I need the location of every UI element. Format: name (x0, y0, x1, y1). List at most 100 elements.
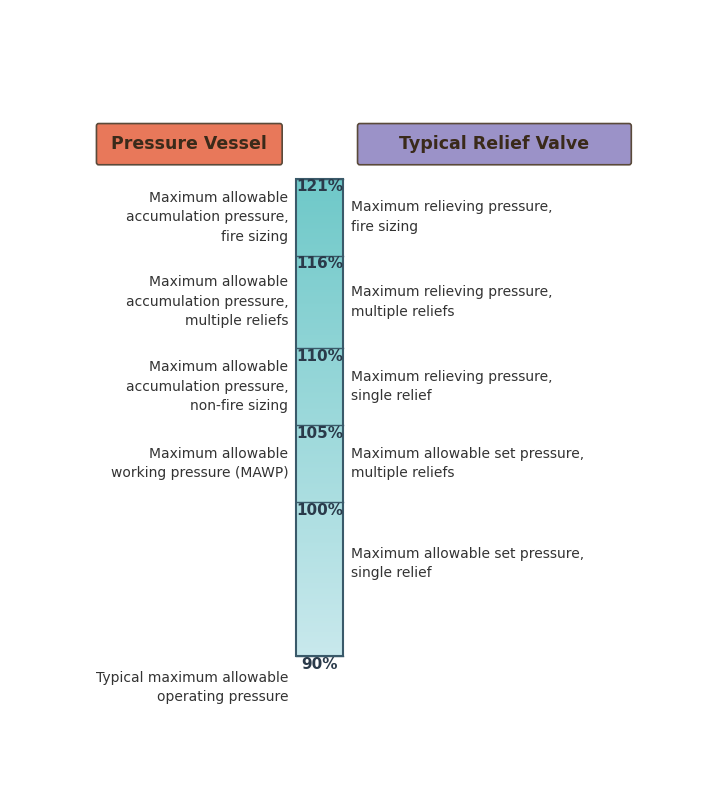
Bar (297, 368, 343, 370)
Bar (297, 220, 343, 221)
Bar (297, 380, 343, 382)
Bar (297, 304, 343, 306)
Bar (297, 599, 343, 600)
Bar (297, 551, 343, 553)
Bar (297, 225, 343, 226)
FancyBboxPatch shape (97, 123, 282, 165)
Bar (297, 560, 343, 562)
Bar (297, 408, 343, 410)
Bar (297, 376, 343, 378)
Text: Typical maximum allowable
operating pressure: Typical maximum allowable operating pres… (96, 671, 288, 704)
Bar (297, 370, 343, 371)
Bar (297, 233, 343, 234)
Bar (297, 385, 343, 387)
Bar (297, 312, 343, 314)
Bar (297, 345, 343, 347)
Bar (297, 516, 343, 517)
Bar (297, 510, 343, 511)
Bar (297, 473, 343, 474)
Bar (297, 441, 343, 443)
Bar (297, 459, 343, 461)
Bar (297, 223, 343, 225)
Bar (297, 204, 343, 205)
Bar (297, 413, 343, 414)
Bar (297, 327, 343, 328)
Bar (297, 264, 343, 266)
Bar (297, 178, 343, 180)
Bar (297, 423, 343, 425)
Bar (297, 433, 343, 435)
Bar (297, 307, 343, 309)
Bar (297, 436, 343, 438)
Bar (297, 621, 343, 623)
Text: Pressure Vessel: Pressure Vessel (111, 135, 267, 153)
Bar (297, 637, 343, 639)
Bar (297, 371, 343, 373)
Bar (297, 631, 343, 633)
Text: Maximum relieving pressure,
fire sizing: Maximum relieving pressure, fire sizing (351, 200, 553, 234)
Bar (297, 384, 343, 385)
Bar (297, 382, 343, 384)
Bar (297, 421, 343, 423)
Bar (297, 497, 343, 499)
Text: Maximum allowable
working pressure (MAWP): Maximum allowable working pressure (MAWP… (111, 447, 288, 480)
Bar (297, 375, 343, 376)
Bar (297, 466, 343, 468)
Bar (297, 623, 343, 624)
Bar (297, 178, 343, 656)
Bar (297, 511, 343, 513)
Bar (297, 344, 343, 345)
Bar (297, 241, 343, 242)
Bar (297, 339, 343, 341)
Bar (297, 608, 343, 610)
Bar (297, 277, 343, 279)
Bar (297, 226, 343, 228)
Bar (297, 499, 343, 500)
Bar (297, 428, 343, 430)
Bar (297, 341, 343, 342)
Bar (297, 534, 343, 535)
Text: 116%: 116% (296, 256, 344, 271)
Bar (297, 238, 343, 239)
Bar (297, 231, 343, 233)
Bar (297, 578, 343, 580)
Bar (297, 228, 343, 230)
Bar (297, 294, 343, 296)
Bar (297, 190, 343, 191)
Bar (297, 335, 343, 336)
Text: Maximum relieving pressure,
single relief: Maximum relieving pressure, single relie… (351, 370, 553, 403)
Bar (297, 239, 343, 241)
Bar (297, 569, 343, 570)
Bar (297, 646, 343, 648)
Bar (297, 185, 343, 187)
Bar (297, 230, 343, 231)
Bar (297, 314, 343, 315)
Bar (297, 419, 343, 421)
Bar (297, 540, 343, 542)
Bar (297, 643, 343, 645)
Bar (297, 613, 343, 615)
Bar (297, 362, 343, 363)
FancyBboxPatch shape (358, 123, 631, 165)
Bar (297, 591, 343, 593)
Bar (297, 279, 343, 281)
Bar (297, 210, 343, 212)
Bar (297, 607, 343, 608)
Bar (297, 457, 343, 459)
Text: 100%: 100% (296, 503, 344, 517)
Bar (297, 478, 343, 479)
Bar (297, 336, 343, 337)
Bar (297, 320, 343, 322)
Bar (297, 481, 343, 483)
Bar (297, 545, 343, 547)
Bar (297, 217, 343, 218)
Bar (297, 636, 343, 637)
Text: 110%: 110% (296, 349, 344, 363)
Bar (297, 414, 343, 416)
Bar (297, 328, 343, 330)
Bar (297, 198, 343, 200)
Bar (297, 405, 343, 406)
Bar (297, 430, 343, 431)
Bar (297, 411, 343, 413)
Bar (297, 427, 343, 428)
